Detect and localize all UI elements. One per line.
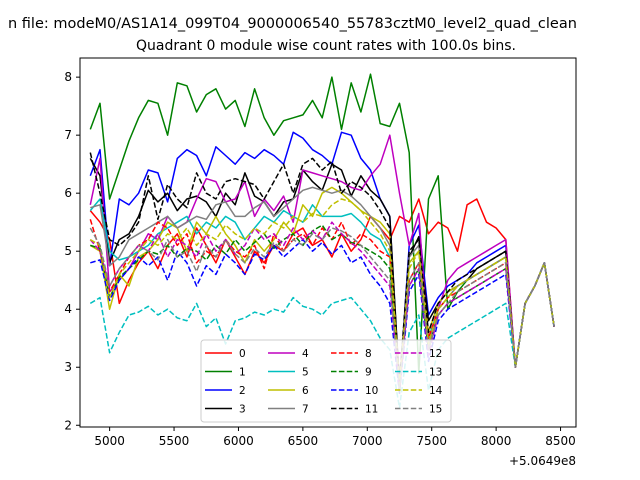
x-offset-label: +5.0649e8 [509, 454, 576, 468]
legend-box [200, 339, 452, 423]
plot-area: 5000 5500 6000 6500 7000 7500 8000 8500 2 3 4 5 6 7 8… [64, 57, 577, 468]
chart-title: Quadrant 0 module wise count rates with … [136, 38, 516, 54]
x-tick-label: 5500 [159, 434, 190, 448]
y-tick-label: 7 [64, 128, 72, 142]
legend-label-2: 2 [239, 385, 246, 397]
y-tick-label: 6 [64, 186, 72, 200]
y-tick-label: 4 [64, 302, 72, 316]
x-tick-label: 8500 [545, 434, 576, 448]
axes-frame [79, 57, 577, 428]
legend-label-13: 13 [429, 367, 442, 379]
legend-label-8: 8 [365, 348, 372, 360]
series-line-8 [89, 219, 555, 380]
series-layer [89, 73, 555, 409]
series-line-14 [89, 198, 555, 386]
y-tick-label: 8 [64, 70, 72, 84]
legend-label-7: 7 [302, 404, 309, 416]
figure-suptitle: n file: modeM0/AS1A14_099T04_9000006540_… [8, 16, 577, 32]
legend-label-14: 14 [429, 385, 443, 397]
legend-label-10: 10 [365, 385, 378, 397]
series-line-15 [89, 227, 555, 392]
x-tick-label: 6000 [223, 434, 254, 448]
x-tick-label: 7000 [352, 434, 383, 448]
legend-label-12: 12 [429, 348, 442, 360]
legend-label-15: 15 [429, 404, 442, 416]
legend-label-1: 1 [239, 367, 246, 379]
x-tick-label: 6500 [288, 434, 319, 448]
x-tick-label: 7500 [416, 434, 447, 448]
y-tick-label: 3 [64, 360, 72, 374]
y-axis: 2 3 4 5 6 7 8 [64, 70, 80, 432]
legend-label-9: 9 [365, 367, 372, 379]
legend-label-5: 5 [302, 367, 309, 379]
x-tick-label: 8000 [481, 434, 512, 448]
legend-label-3: 3 [239, 404, 246, 416]
series-line-10 [90, 238, 555, 395]
y-tick-label: 5 [64, 244, 72, 258]
y-tick-label: 2 [64, 418, 72, 432]
legend-label-6: 6 [302, 385, 309, 397]
legend-label-4: 4 [302, 348, 309, 360]
series-line-2 [89, 131, 555, 392]
series-line-13 [89, 262, 555, 409]
series-line-11 [89, 152, 555, 383]
series-line-9 [90, 224, 555, 386]
legend-label-11: 11 [365, 404, 378, 416]
legend-label-0: 0 [239, 348, 246, 360]
x-axis: 5000 5500 6000 6500 7000 7500 8000 8500 [94, 427, 576, 448]
x-tick-label: 5000 [94, 434, 125, 448]
